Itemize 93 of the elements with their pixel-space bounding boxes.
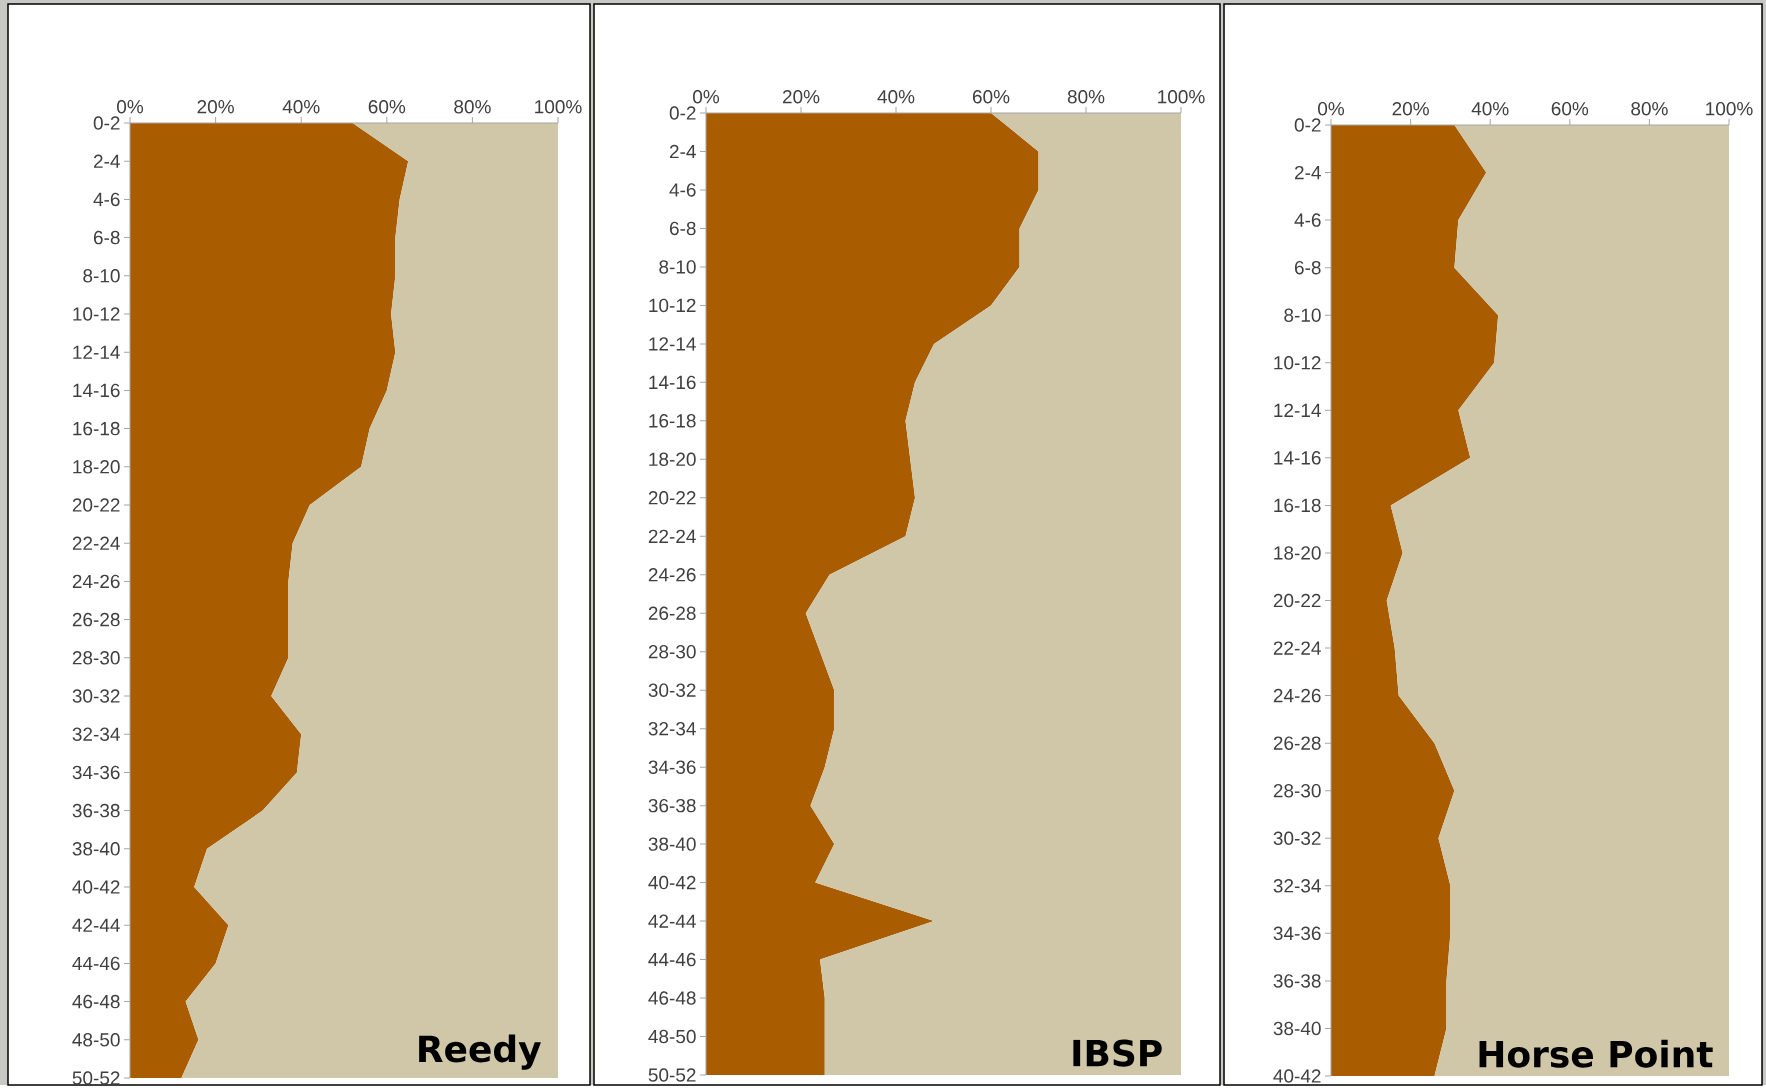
y-tick-label: 38-40 [648, 837, 696, 851]
x-tick-label: 60% [972, 90, 1010, 104]
x-tick-label: 20% [782, 90, 820, 104]
x-tick-label: 80% [1067, 90, 1105, 104]
y-tick-label: 42-44 [648, 914, 696, 928]
y-tick-label: 36-38 [648, 798, 696, 813]
y-tick-label: 12-14 [73, 345, 120, 359]
y-tick-label: 18-20 [649, 452, 696, 467]
y-tick-label: 44-46 [72, 956, 120, 971]
y-tick-label: 10-12 [1274, 356, 1321, 370]
y-tick-label: 16-18 [1274, 498, 1321, 513]
text: Reedy [419, 1034, 541, 1070]
y-tick-label: 6-8 [93, 230, 120, 245]
y-tick-label: 20-22 [648, 491, 696, 505]
y-tick-label: 28-30 [648, 644, 696, 659]
y-tick-label: 12-14 [1274, 403, 1321, 417]
y-tick-label: 44-46 [648, 952, 696, 967]
y-tick-label: 36-38 [1273, 974, 1321, 988]
x-tick-label: 60% [1551, 101, 1589, 116]
y-tick-label: 50-52 [648, 1068, 696, 1082]
y-tick-label: 28-30 [1273, 783, 1321, 798]
text: IBSP [1073, 1039, 1162, 1067]
y-tick-label: 36-38 [72, 803, 120, 818]
y-tick-label: 16-18 [73, 421, 120, 436]
y-tick-label: 4-6 [669, 183, 696, 197]
y-tick-label: 38-40 [1273, 1021, 1321, 1036]
y-tick-label: 6-8 [669, 221, 696, 236]
x-tick-label: 80% [454, 100, 491, 114]
y-tick-label: 0-2 [93, 116, 120, 130]
y-tick-label: 0-2 [1294, 118, 1321, 132]
y-tick-label: 48-50 [72, 1033, 120, 1047]
y-tick-label: 40-42 [1273, 1069, 1321, 1083]
y-tick-label: 8-10 [659, 260, 696, 274]
y-tick-label: 10-12 [73, 307, 120, 321]
y-tick-label: 38-40 [72, 842, 120, 856]
y-tick-label: 16-18 [649, 414, 696, 428]
y-tick-label: 46-48 [72, 994, 120, 1009]
x-tick-label: 0% [1318, 101, 1345, 116]
y-tick-label: 4-6 [1294, 213, 1321, 227]
y-tick-label: 24-26 [1273, 688, 1321, 703]
y-tick-label: 8-10 [83, 269, 120, 283]
y-tick-label: 8-10 [1284, 308, 1321, 322]
y-tick-label: 18-20 [1274, 546, 1321, 560]
y-tick-label: 14-16 [1274, 451, 1321, 465]
y-tick-label: 40-42 [648, 875, 696, 890]
y-tick-label: 2-4 [93, 154, 120, 168]
x-tick-label: 100% [1706, 101, 1753, 116]
y-tick-label: 48-50 [648, 1029, 696, 1044]
y-tick-label: 18-20 [73, 460, 120, 474]
y-tick-label: 22-24 [72, 536, 120, 550]
y-tick-label: 20-22 [72, 498, 120, 512]
x-tick-label: 80% [1631, 101, 1668, 116]
y-tick-label: 26-28 [72, 612, 120, 627]
y-tick-label: 40-42 [72, 880, 120, 894]
y-tick-label: 20-22 [1273, 593, 1321, 608]
y-tick-label: 6-8 [1294, 260, 1321, 275]
x-tick-label: 100% [1158, 90, 1205, 104]
y-tick-label: 2-4 [1294, 165, 1321, 180]
y-tick-label: 12-14 [649, 337, 696, 351]
y-tick-label: 24-26 [648, 568, 696, 582]
y-tick-label: 30-32 [648, 683, 696, 697]
x-tick-label: 40% [877, 90, 915, 104]
y-tick-label: 28-30 [72, 651, 120, 665]
y-tick-label: 34-36 [1273, 926, 1321, 941]
x-tick-label: 100% [535, 100, 582, 114]
x-tick-label: 40% [1471, 101, 1509, 116]
y-tick-label: 2-4 [669, 144, 696, 159]
y-tick-label: 32-34 [1273, 879, 1321, 893]
x-tick-label: 60% [368, 100, 406, 114]
y-tick-label: 46-48 [648, 991, 696, 1005]
y-tick-label: 30-32 [72, 689, 120, 703]
x-tick-label: 20% [1392, 101, 1429, 116]
y-tick-label: 42-44 [72, 918, 120, 932]
x-tick-label: 20% [197, 100, 234, 114]
y-tick-label: 34-36 [72, 765, 120, 780]
y-tick-label: 30-32 [1273, 831, 1321, 845]
y-tick-label: 26-28 [1273, 736, 1321, 750]
x-tick-label: 0% [117, 100, 144, 114]
y-tick-label: 34-36 [648, 760, 696, 774]
y-tick-label: 22-24 [648, 529, 696, 543]
y-tick-label: 10-12 [649, 298, 696, 313]
x-tick-label: 40% [282, 100, 320, 114]
x-tick-label: 0% [693, 90, 720, 104]
text: Horse Point [1479, 1039, 1713, 1068]
y-tick-label: 32-34 [648, 721, 696, 736]
y-tick-label: 0-2 [669, 106, 696, 120]
y-tick-label: 32-34 [72, 727, 120, 741]
y-tick-label: 24-26 [72, 574, 120, 589]
y-tick-label: 14-16 [649, 375, 696, 390]
y-tick-label: 22-24 [1273, 641, 1321, 655]
y-tick-label: 4-6 [93, 192, 120, 207]
y-tick-label: 26-28 [648, 606, 696, 620]
y-tick-label: 14-16 [73, 383, 120, 398]
